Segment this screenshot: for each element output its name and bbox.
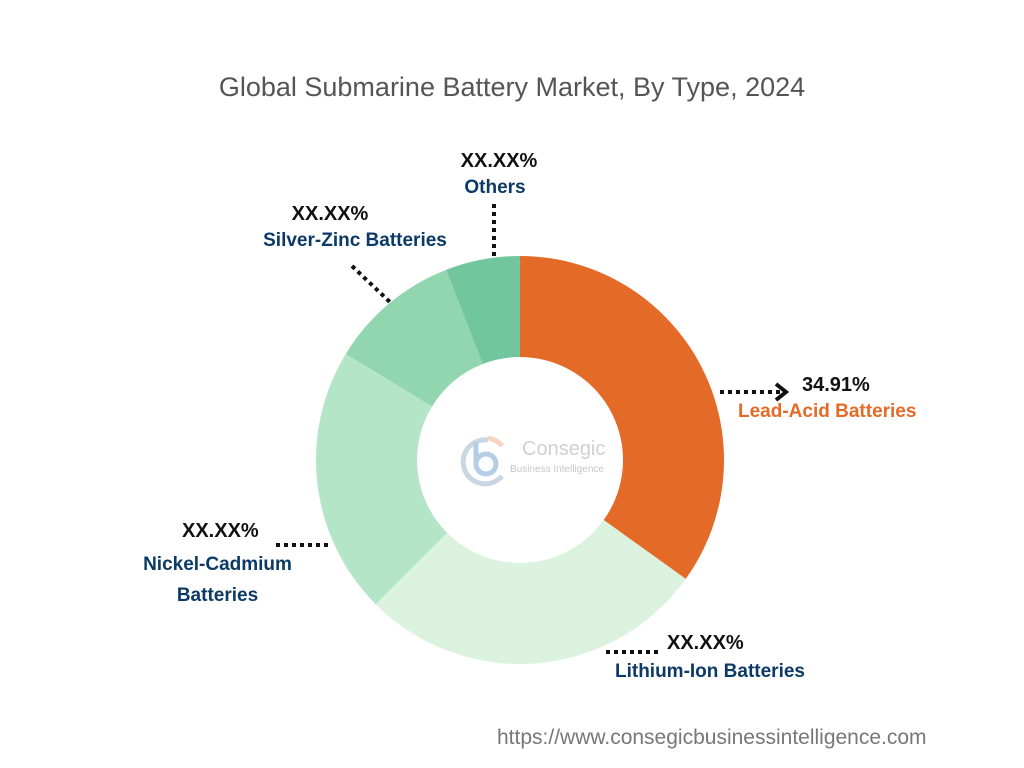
- footer-url[interactable]: https://www.consegicbusinessintelligence…: [497, 726, 927, 749]
- name-silver-zinc: Silver-Zinc Batteries: [263, 230, 447, 251]
- name-nickel-cadmium: Nickel-Cadmium Batteries: [130, 549, 305, 611]
- logo-name: Consegic: [522, 438, 606, 460]
- value-nickel-cadmium: XX.XX%: [182, 520, 259, 542]
- slice-silver-zinc-batteries: [345, 269, 483, 407]
- label-lead-acid: 34.91% Lead-Acid Batteries: [730, 374, 950, 423]
- logo-tagline: Business Intelligence: [510, 464, 604, 475]
- value-lithium-ion: XX.XX%: [667, 632, 744, 654]
- leader-silver-zinc: [350, 264, 394, 306]
- label-silver-zinc: XX.XX% Silver-Zinc Batteries: [240, 203, 470, 252]
- arrow-head-icon: [774, 382, 790, 402]
- logo: Consegic Business Intelligence: [458, 432, 628, 492]
- logo-mark-icon: [460, 435, 504, 487]
- label-others: XX.XX% Others: [430, 150, 560, 199]
- name-lithium-ion: Lithium-Ion Batteries: [614, 661, 805, 682]
- slice-lead-acid-batteries: [520, 256, 725, 579]
- value-silver-zinc: XX.XX%: [291, 203, 369, 225]
- slice-lithium-ion-batteries: [375, 520, 686, 664]
- label-nickel-cadmium: XX.XX% Nickel-Cadmium Batteries: [130, 520, 320, 611]
- name-lead-acid: Lead-Acid Batteries: [738, 401, 917, 422]
- label-lithium-ion: XX.XX% Lithium-Ion Batteries: [595, 632, 825, 683]
- name-line-2: Batteries: [176, 585, 259, 606]
- value-lead-acid: 34.91%: [802, 374, 870, 396]
- name-others: Others: [464, 177, 526, 198]
- slice-nickel-cadmium-batteries: [316, 353, 448, 605]
- slice-others: [446, 256, 520, 364]
- name-line-1: Nickel-Cadmium: [143, 554, 292, 575]
- value-others: XX.XX%: [460, 150, 538, 172]
- chart-title: Global Submarine Battery Market, By Type…: [218, 72, 806, 102]
